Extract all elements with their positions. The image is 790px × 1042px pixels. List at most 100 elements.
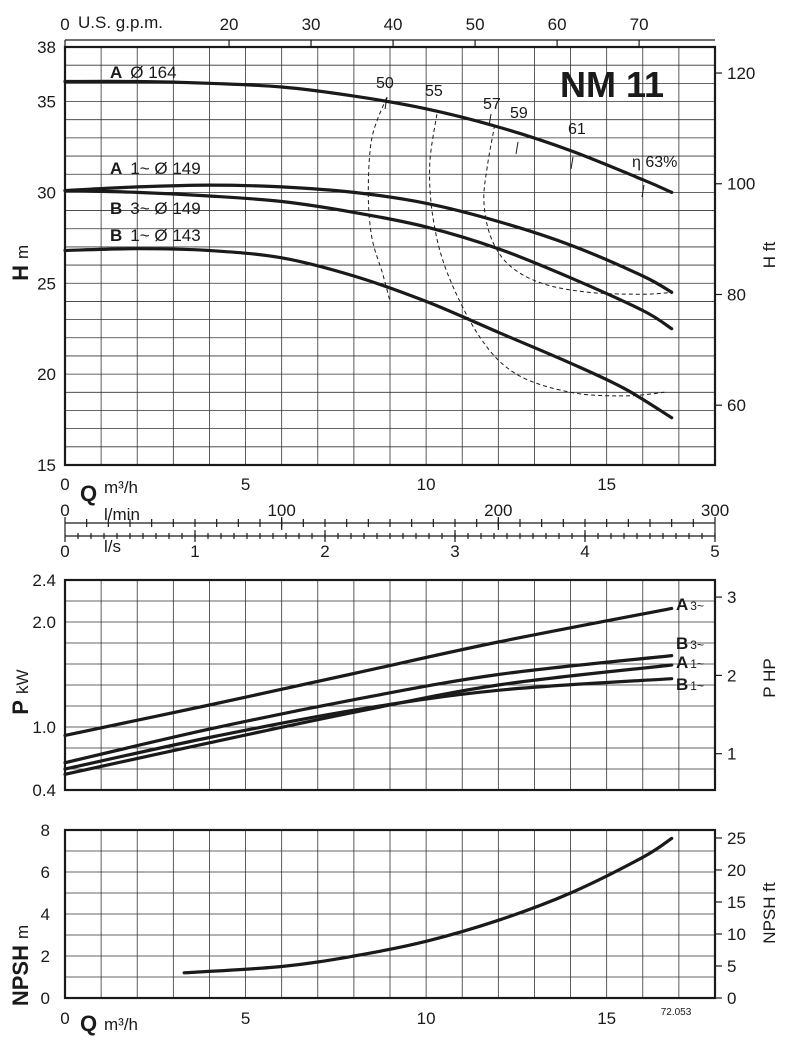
head-y2-tick-label: 80 bbox=[727, 285, 746, 304]
labels-layer: A Ø 164 A 1~ Ø 149 B 3~ Ø 149 B 1~ Ø 143 50 55 57 5… bbox=[110, 63, 704, 694]
head-frame bbox=[63, 45, 717, 467]
curve-letter: A bbox=[110, 63, 122, 82]
lmin-axis-label: l/min bbox=[104, 505, 140, 524]
power-label-phase: 1~ bbox=[690, 679, 704, 693]
npsh-unit: m bbox=[13, 925, 32, 939]
npsh-y-tick-label: 2 bbox=[41, 947, 50, 966]
power-y2-tick-label: 3 bbox=[727, 588, 736, 607]
npsh-y2-tick-label: 15 bbox=[727, 893, 746, 912]
power-label-phase: 3~ bbox=[690, 599, 704, 613]
usgpm-tick-label: 60 bbox=[548, 15, 567, 34]
head-q-unit: m³/h bbox=[104, 478, 138, 497]
npsh-y2-tick-label: 0 bbox=[727, 989, 736, 1008]
head-h-unit: m bbox=[13, 245, 32, 259]
power-y-tick-label: 2.4 bbox=[32, 571, 56, 590]
power-y-tick-label: 0.4 bbox=[32, 781, 56, 800]
npsh-y-tick-label: 6 bbox=[41, 863, 50, 882]
efficiency-label-1: 55 bbox=[425, 83, 443, 100]
head-y2-label: H ft bbox=[760, 242, 779, 269]
head-x-tick-label: 0 bbox=[60, 475, 69, 494]
efficiency-curve-55 bbox=[429, 114, 665, 397]
head-x-tick-label: 10 bbox=[417, 475, 436, 494]
power-label-letter: B bbox=[676, 634, 688, 653]
npsh-y-label: NPSH m bbox=[8, 925, 33, 1006]
head-curve-b-3ph-149 bbox=[63, 189, 674, 331]
power-y-tick-label: 2.0 bbox=[32, 613, 56, 632]
usgpm-tick-label: 30 bbox=[302, 15, 321, 34]
head-curve-b-1ph-143 bbox=[63, 247, 674, 420]
power-y-tick-label: 1.0 bbox=[32, 718, 56, 737]
curve-label-0: A Ø 164 bbox=[110, 63, 177, 82]
usgpm-tick-label: 70 bbox=[630, 15, 649, 34]
power-curve-a-1ph bbox=[63, 663, 674, 776]
head-q-symbol: Q bbox=[80, 481, 97, 506]
ls-tick-label: 5 bbox=[710, 542, 719, 561]
curve-desc: 1~ Ø 149 bbox=[130, 159, 200, 178]
power-y-label: P kW bbox=[8, 669, 33, 714]
curve-desc: 3~ Ø 149 bbox=[130, 199, 200, 218]
npsh-symbol: NPSH bbox=[8, 945, 33, 1006]
curve-label-2: B 3~ Ø 149 bbox=[110, 199, 201, 218]
efficiency-curve-50 bbox=[367, 97, 391, 302]
usgpm-tick-label: 40 bbox=[384, 15, 403, 34]
npsh-y-tick-label: 4 bbox=[41, 905, 50, 924]
npsh-grid bbox=[65, 830, 715, 998]
head-y-tick-label: 25 bbox=[37, 274, 56, 293]
efficiency-curve-57 bbox=[483, 125, 672, 295]
npsh-y2-tick-label: 10 bbox=[727, 925, 746, 944]
power-curve-b-3ph bbox=[63, 654, 674, 765]
power-label-letter: A bbox=[676, 595, 688, 614]
efficiency-label-0: 50 bbox=[376, 75, 394, 92]
power-label-phase: 1~ bbox=[690, 657, 704, 671]
efficiency-label-2: 57 bbox=[483, 96, 501, 113]
power-label-letter: B bbox=[676, 675, 688, 694]
ls-tick-label: 2 bbox=[320, 542, 329, 561]
npsh-y2-tick-label: 5 bbox=[727, 957, 736, 976]
ls-tick-label: 0 bbox=[60, 542, 69, 561]
curve-letter: A bbox=[110, 159, 122, 178]
head-curve-a-1ph-149 bbox=[63, 183, 674, 294]
power-grid bbox=[65, 580, 715, 790]
efficiency-label-4: 61 bbox=[568, 121, 586, 138]
frames-layer bbox=[63, 39, 717, 1000]
efficiency-leader bbox=[641, 184, 645, 198]
usgpm-tick-label: 20 bbox=[220, 15, 239, 34]
curve-letter: B bbox=[110, 199, 122, 218]
npsh-x-tick-label: 0 bbox=[60, 1009, 69, 1028]
usgpm-tick-label: 0 bbox=[60, 15, 69, 34]
npsh-y2-tick-label: 20 bbox=[727, 861, 746, 880]
power-curve-a-3ph bbox=[63, 606, 674, 737]
head-y2-tick-label: 60 bbox=[727, 396, 746, 415]
efficiency-leader bbox=[384, 96, 388, 110]
power-label-0: A 3~ bbox=[676, 595, 704, 614]
power-frame bbox=[63, 578, 717, 792]
curve-desc: Ø 164 bbox=[130, 63, 176, 82]
head-x-tick-label: 15 bbox=[597, 475, 616, 494]
curve-letter: B bbox=[110, 226, 122, 245]
ls-tick-label: 3 bbox=[450, 542, 459, 561]
curve-label-3: B 1~ Ø 143 bbox=[110, 226, 201, 245]
head-y-label: H m bbox=[8, 245, 33, 281]
npsh-x-tick-label: 10 bbox=[417, 1009, 436, 1028]
power-y2-tick-label: 2 bbox=[727, 666, 736, 685]
lmin-tick-label: 300 bbox=[701, 501, 729, 520]
npsh-curve bbox=[182, 836, 674, 975]
ls-tick-label: 4 bbox=[580, 542, 589, 561]
power-p-symbol: P bbox=[8, 700, 33, 715]
head-y-tick-label: 35 bbox=[37, 93, 56, 112]
npsh-y-tick-label: 8 bbox=[41, 821, 50, 840]
npsh-y2-tick-label: 25 bbox=[727, 829, 746, 848]
curve-desc: 1~ Ø 143 bbox=[130, 226, 200, 245]
npsh-frame bbox=[63, 828, 717, 1000]
curves-layer bbox=[63, 79, 674, 975]
power-label-1: B 3~ bbox=[676, 634, 704, 653]
ls-tick-label: 1 bbox=[190, 542, 199, 561]
npsh-y2-label: NPSH ft bbox=[760, 882, 779, 944]
power-y2-label: P HP bbox=[760, 658, 779, 697]
head-x-tick-label: 5 bbox=[241, 475, 250, 494]
efficiency-label-5: η 63% bbox=[632, 154, 677, 171]
head-grid bbox=[65, 47, 715, 465]
npsh-x-tick-label: 5 bbox=[241, 1009, 250, 1028]
